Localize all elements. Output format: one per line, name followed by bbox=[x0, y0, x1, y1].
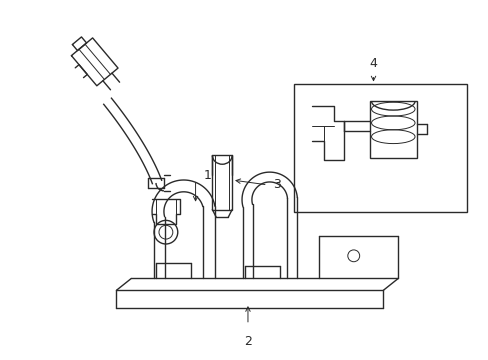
Text: 1: 1 bbox=[203, 168, 211, 181]
Bar bbox=[294, 85, 467, 212]
Text: 4: 4 bbox=[369, 57, 377, 70]
Bar bbox=[369, 101, 416, 158]
Text: 3: 3 bbox=[272, 179, 280, 192]
Text: 2: 2 bbox=[244, 334, 251, 347]
Bar bbox=[212, 156, 232, 210]
